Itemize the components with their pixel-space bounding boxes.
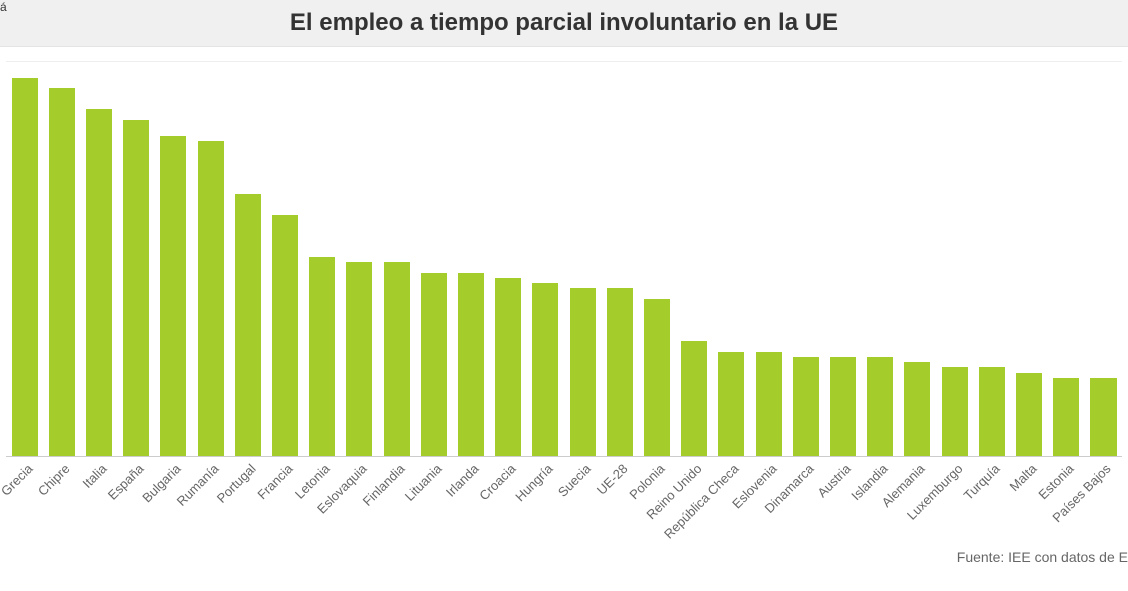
bar	[86, 109, 112, 457]
bar-slot	[638, 62, 675, 457]
bar-slot	[155, 62, 192, 457]
x-label-slot: Lituania	[415, 457, 452, 537]
bar-slot	[80, 62, 117, 457]
bar	[1053, 378, 1079, 457]
bar	[570, 288, 596, 457]
bar	[160, 136, 186, 457]
bar	[235, 194, 261, 457]
bar	[272, 215, 298, 457]
bar	[384, 262, 410, 457]
bar-slot	[1010, 62, 1047, 457]
bar-slot	[676, 62, 713, 457]
bar	[979, 367, 1005, 457]
bar	[49, 88, 75, 457]
chart-title: El empleo a tiempo parcial involuntario …	[290, 9, 838, 37]
bar	[867, 357, 893, 457]
bar-container	[6, 62, 1122, 457]
bar-slot	[601, 62, 638, 457]
bar	[532, 283, 558, 457]
bar	[904, 362, 930, 457]
bar-slot	[973, 62, 1010, 457]
bar	[793, 357, 819, 457]
x-label: Italia	[80, 461, 110, 491]
bar	[458, 273, 484, 457]
bar-slot	[787, 62, 824, 457]
x-label: Grecia	[0, 461, 35, 499]
bar-slot	[1048, 62, 1085, 457]
bar-slot	[1085, 62, 1122, 457]
x-label-slot: Países Bajos	[1085, 457, 1122, 537]
bar	[607, 288, 633, 457]
x-label-slot: Chipre	[43, 457, 80, 537]
bar-slot	[713, 62, 750, 457]
bar	[1090, 378, 1116, 457]
chart-area: GreciaChipreItaliaEspañaBulgariaRumaníaP…	[0, 47, 1128, 567]
bar	[495, 278, 521, 457]
bar-slot	[899, 62, 936, 457]
bar-slot	[266, 62, 303, 457]
bar-slot	[378, 62, 415, 457]
x-label-slot: Grecia	[6, 457, 43, 537]
bar-slot	[229, 62, 266, 457]
bar-slot	[936, 62, 973, 457]
stray-mark: á	[0, 0, 7, 14]
bar-slot	[192, 62, 229, 457]
bar-slot	[118, 62, 155, 457]
bar-slot	[452, 62, 489, 457]
x-axis-labels: GreciaChipreItaliaEspañaBulgariaRumaníaP…	[6, 457, 1122, 537]
chart-plot	[6, 61, 1122, 457]
bar-slot	[341, 62, 378, 457]
bar	[309, 257, 335, 457]
bar	[942, 367, 968, 457]
bar	[198, 141, 224, 457]
bar-slot	[43, 62, 80, 457]
bar	[123, 120, 149, 457]
bar	[346, 262, 372, 457]
bar-slot	[6, 62, 43, 457]
source-text: Fuente: IEE con datos de E	[957, 549, 1128, 565]
bar	[1016, 373, 1042, 457]
bar-slot	[415, 62, 452, 457]
bar	[644, 299, 670, 457]
x-label-slot: Dinamarca	[787, 457, 824, 537]
bar-slot	[750, 62, 787, 457]
x-label-slot: Turquía	[973, 457, 1010, 537]
bar	[830, 357, 856, 457]
bar-slot	[824, 62, 861, 457]
bar-slot	[527, 62, 564, 457]
bar	[756, 352, 782, 457]
bar-slot	[304, 62, 341, 457]
chart-title-bar: á El empleo a tiempo parcial involuntari…	[0, 0, 1128, 47]
bar-slot	[564, 62, 601, 457]
bar-slot	[862, 62, 899, 457]
bar	[421, 273, 447, 457]
bar-slot	[490, 62, 527, 457]
bar	[12, 78, 38, 457]
x-label-slot: Suecia	[564, 457, 601, 537]
x-label-slot: Hungría	[527, 457, 564, 537]
x-label: Malta	[1007, 461, 1040, 494]
bar	[681, 341, 707, 457]
bar	[718, 352, 744, 457]
